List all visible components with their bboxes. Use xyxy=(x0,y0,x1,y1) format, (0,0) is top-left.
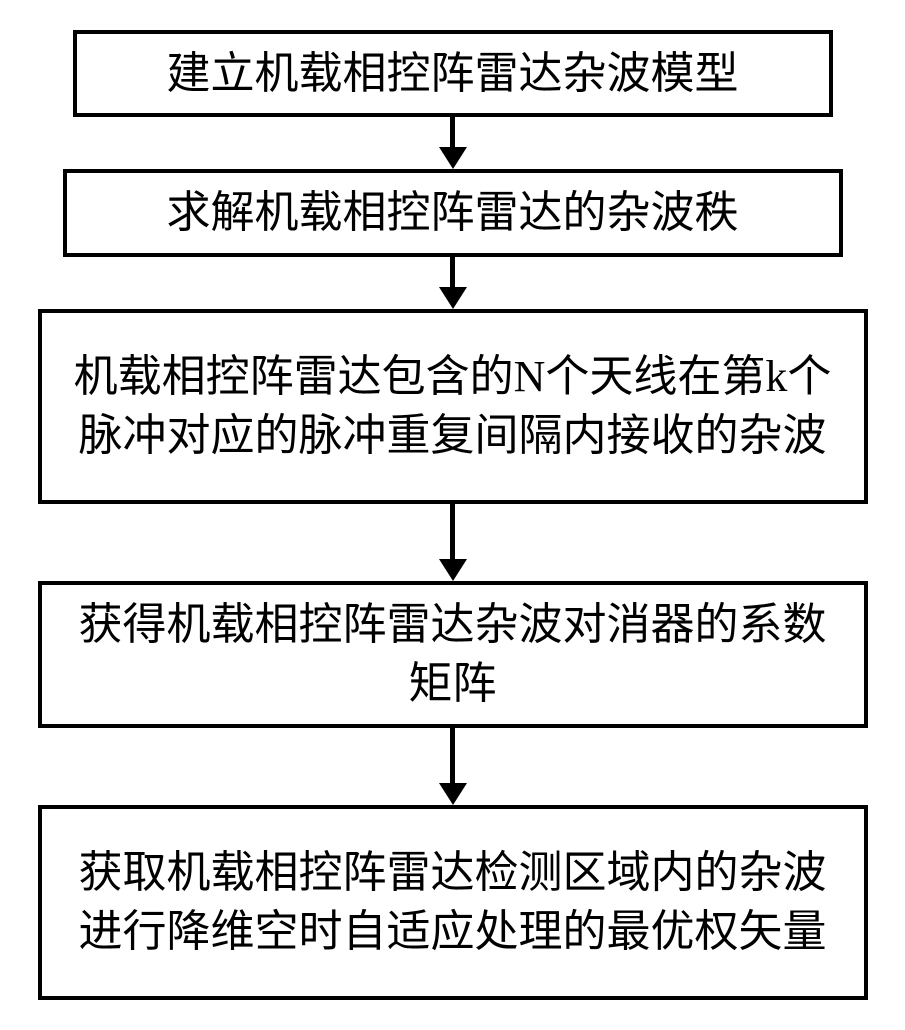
flowchart-arrow-3 xyxy=(439,504,467,581)
arrow-line xyxy=(450,117,455,147)
arrow-head-icon xyxy=(439,783,467,805)
flowchart-node-3: 机载相控阵雷达包含的N个天线在第k个脉冲对应的脉冲重复间隔内接收的杂波 xyxy=(38,309,868,504)
node-label: 求解机载相控阵雷达的杂波秩 xyxy=(167,183,739,242)
flowchart-node-4: 获得机载相控阵雷达杂波对消器的系数矩阵 xyxy=(38,581,868,728)
arrow-head-icon xyxy=(439,287,467,309)
arrow-head-icon xyxy=(439,147,467,169)
node-label: 机载相控阵雷达包含的N个天线在第k个脉冲对应的脉冲重复间隔内接收的杂波 xyxy=(62,347,844,466)
flowchart-node-1: 建立机载相控阵雷达杂波模型 xyxy=(73,30,833,117)
node-label: 建立机载相控阵雷达杂波模型 xyxy=(167,44,739,103)
node-label: 获取机载相控阵雷达检测区域内的杂波进行降维空时自适应处理的最优权矢量 xyxy=(62,843,844,962)
flowchart-node-5: 获取机载相控阵雷达检测区域内的杂波进行降维空时自适应处理的最优权矢量 xyxy=(38,805,868,1000)
arrow-head-icon xyxy=(439,559,467,581)
arrow-line xyxy=(450,257,455,287)
node-label: 获得机载相控阵雷达杂波对消器的系数矩阵 xyxy=(62,595,844,714)
flowchart-container: 建立机载相控阵雷达杂波模型 求解机载相控阵雷达的杂波秩 机载相控阵雷达包含的N个… xyxy=(23,30,883,1000)
flowchart-node-2: 求解机载相控阵雷达的杂波秩 xyxy=(63,169,843,256)
flowchart-arrow-2 xyxy=(439,257,467,309)
arrow-line xyxy=(450,728,455,783)
arrow-line xyxy=(450,504,455,559)
flowchart-arrow-4 xyxy=(439,728,467,805)
flowchart-arrow-1 xyxy=(439,117,467,169)
